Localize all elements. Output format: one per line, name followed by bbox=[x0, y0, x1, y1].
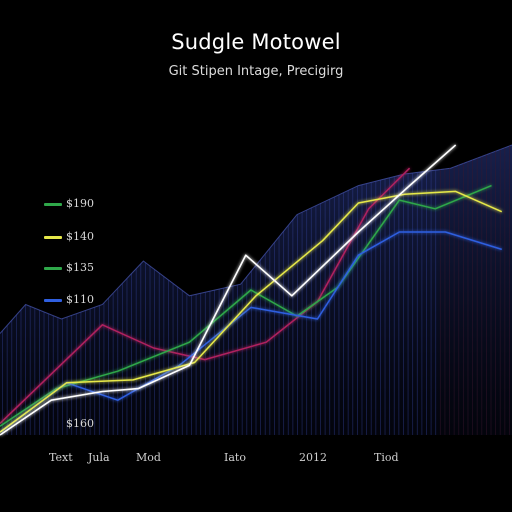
series-line-blue bbox=[0, 231, 502, 433]
chart-title: Sudgle Motowel bbox=[171, 30, 341, 54]
legend-label: $140 bbox=[66, 230, 94, 243]
series-line-yellow bbox=[0, 190, 503, 433]
legend-swatch bbox=[44, 236, 62, 239]
series-line-magenta bbox=[0, 167, 411, 424]
x-tick-label: Iato bbox=[224, 451, 246, 464]
legend-swatch bbox=[44, 203, 62, 206]
area-edge-line bbox=[0, 144, 512, 334]
series-line-green bbox=[0, 184, 492, 427]
chart-subtitle: Git Stipen Intage, Precigirg bbox=[168, 64, 344, 79]
x-tick-label: 2012 bbox=[299, 451, 327, 464]
chart-annotation: $160 bbox=[66, 417, 94, 430]
legend-swatch bbox=[44, 267, 62, 270]
x-tick-label: Mod bbox=[136, 451, 161, 464]
x-tick-label: Text bbox=[49, 451, 73, 464]
series-line-white bbox=[0, 144, 457, 436]
area-fill bbox=[0, 145, 512, 435]
legend-label: $135 bbox=[66, 261, 94, 274]
x-tick-label: Jula bbox=[88, 451, 110, 464]
legend-label: $110 bbox=[66, 293, 94, 306]
x-tick-label: Tiod bbox=[374, 451, 399, 464]
legend-swatch bbox=[44, 299, 62, 302]
legend-label: $190 bbox=[66, 197, 94, 210]
